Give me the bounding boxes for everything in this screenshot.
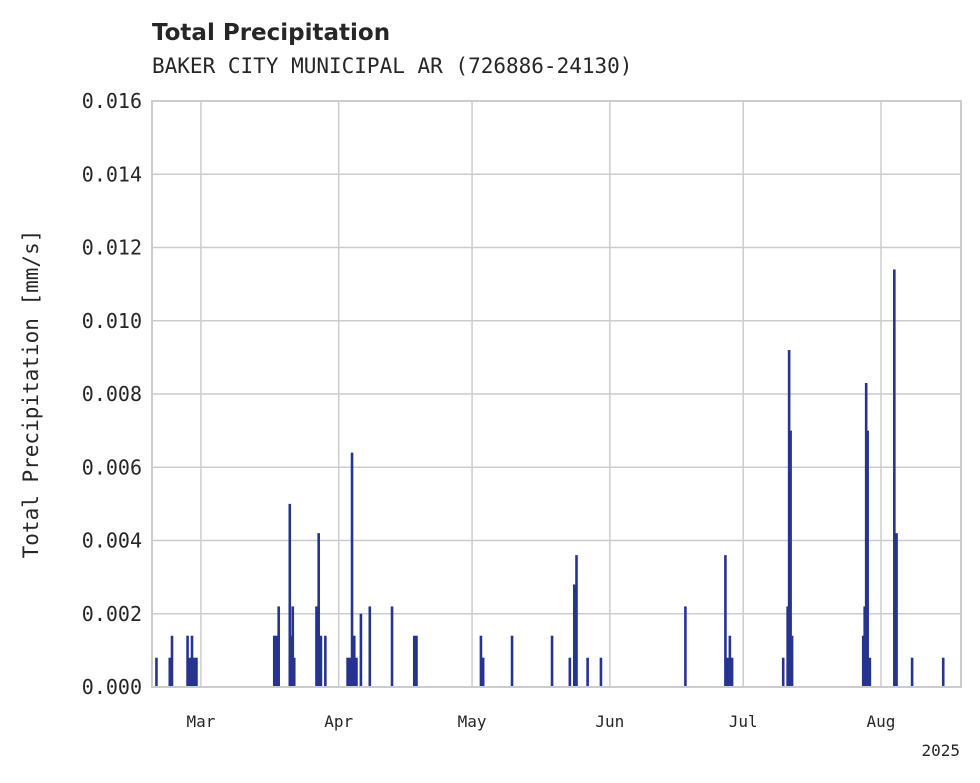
precipitation-bar bbox=[319, 635, 323, 687]
x-axis-ticks: Mar Apr May Jun Jul Aug bbox=[186, 712, 895, 731]
precipitation-bar bbox=[868, 657, 872, 687]
precipitation-bar bbox=[781, 657, 785, 687]
x-axis-offset-label: 2025 bbox=[921, 741, 960, 760]
precipitation-bar bbox=[728, 635, 732, 687]
precipitation-bar bbox=[346, 657, 349, 687]
precipitation-bar bbox=[586, 657, 589, 687]
y-tick-label: 0.006 bbox=[82, 455, 142, 479]
precipitation-bar bbox=[575, 555, 578, 687]
y-axis-label: Total Precipitation [mm/s] bbox=[19, 230, 43, 559]
precipitation-bar bbox=[910, 657, 914, 687]
precipitation-bar bbox=[510, 635, 514, 687]
precipitation-bar bbox=[292, 657, 296, 687]
precipitation-bar bbox=[186, 635, 189, 687]
precipitation-bar bbox=[893, 269, 896, 687]
precipitation-bar bbox=[359, 613, 363, 687]
precipitation-bar bbox=[599, 657, 603, 687]
precipitation-bar bbox=[866, 430, 869, 687]
precipitation-bar bbox=[895, 533, 898, 687]
y-tick-label: 0.008 bbox=[82, 382, 142, 406]
precipitation-bar bbox=[289, 635, 293, 687]
chart-subtitle: BAKER CITY MUNICIPAL AR (726886-24130) bbox=[152, 54, 632, 78]
precipitation-bar bbox=[390, 606, 394, 687]
precipitation-bar bbox=[168, 657, 172, 687]
precipitation-bar bbox=[941, 657, 945, 687]
precipitation-bar bbox=[787, 350, 791, 687]
precipitation-bar bbox=[479, 635, 483, 687]
x-tick-label: Jul bbox=[729, 712, 758, 731]
y-axis-ticks: 0.000 0.002 0.004 0.006 0.008 0.010 0.012 0.014… bbox=[82, 89, 142, 699]
y-tick-label: 0.016 bbox=[82, 89, 142, 113]
chart-title: Total Precipitation bbox=[152, 20, 390, 46]
x-tick-label: May bbox=[458, 712, 487, 731]
precipitation-bar bbox=[317, 533, 320, 687]
precipitation-bar bbox=[275, 635, 278, 687]
grid-lines bbox=[152, 100, 961, 688]
precipitation-bar bbox=[155, 657, 158, 687]
precipitation-bar bbox=[789, 430, 792, 687]
precipitation-bar bbox=[315, 606, 318, 687]
precipitation-bar bbox=[348, 657, 352, 687]
precipitation-bar bbox=[188, 657, 192, 687]
precipitation-bar bbox=[355, 657, 358, 687]
precipitation-bar bbox=[861, 635, 865, 687]
precipitation-bar bbox=[170, 635, 174, 687]
precipitation-bar bbox=[272, 635, 276, 687]
precipitation-bar bbox=[481, 657, 485, 687]
precipitation-bar bbox=[568, 657, 572, 687]
precipitation-bar bbox=[324, 635, 327, 687]
precipitation-bar bbox=[195, 657, 198, 687]
precipitation-bars bbox=[155, 269, 945, 687]
precipitation-bar bbox=[350, 452, 354, 687]
precipitation-bar bbox=[368, 606, 372, 687]
y-tick-label: 0.012 bbox=[82, 236, 142, 260]
precipitation-bar bbox=[412, 635, 416, 687]
precipitation-bar bbox=[786, 606, 789, 687]
precipitation-bar bbox=[277, 606, 280, 687]
precipitation-bar bbox=[415, 635, 418, 687]
precipitation-bar bbox=[291, 606, 295, 687]
precipitation-bar bbox=[724, 555, 727, 687]
y-tick-label: 0.000 bbox=[82, 675, 142, 699]
precipitation-bar bbox=[550, 635, 554, 687]
y-tick-label: 0.002 bbox=[82, 602, 142, 626]
precipitation-bar bbox=[192, 657, 196, 687]
precipitation-bar bbox=[864, 383, 868, 687]
y-tick-label: 0.014 bbox=[82, 162, 142, 186]
x-tick-label: Mar bbox=[186, 712, 215, 731]
precipitation-bar bbox=[726, 657, 729, 687]
x-tick-label: Aug bbox=[867, 712, 896, 731]
precipitation-bar bbox=[790, 635, 794, 687]
x-tick-label: Jun bbox=[595, 712, 624, 731]
y-tick-label: 0.004 bbox=[82, 529, 142, 553]
plot-frame bbox=[151, 100, 962, 688]
precipitation-bar bbox=[190, 635, 194, 687]
y-tick-label: 0.010 bbox=[82, 309, 142, 333]
precipitation-bar bbox=[572, 584, 576, 687]
x-tick-label: Apr bbox=[324, 712, 353, 731]
precipitation-bar bbox=[730, 657, 734, 687]
precipitation-bar bbox=[352, 635, 356, 687]
precipitation-bar bbox=[684, 606, 687, 687]
precipitation-bar bbox=[863, 606, 866, 687]
precipitation-bar bbox=[288, 503, 292, 687]
